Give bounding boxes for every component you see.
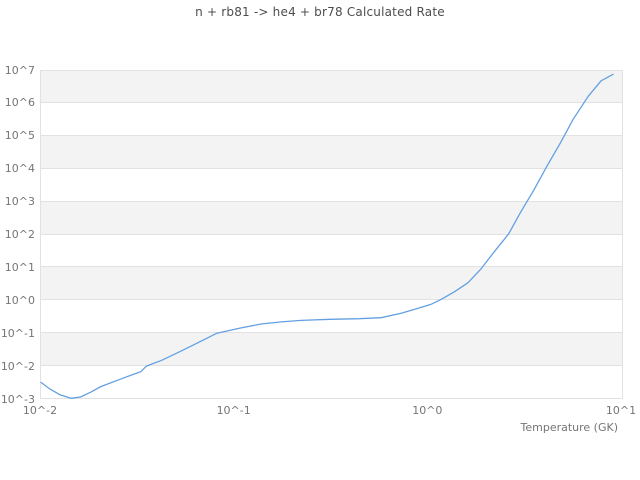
y-tick-label: 10^3 — [4, 195, 35, 209]
x-tick-label: 10^-1 — [216, 404, 251, 417]
decade-band — [41, 201, 622, 235]
y-tick-label: 10^7 — [4, 63, 35, 77]
y-gridline — [41, 168, 622, 169]
decade-band — [41, 333, 622, 367]
y-tick-label: 10^1 — [4, 260, 35, 274]
decade-band — [41, 70, 622, 103]
y-tick-label: 10^5 — [4, 129, 35, 143]
x-tick-label: 10^-2 — [22, 404, 58, 417]
y-gridline — [41, 70, 622, 71]
y-tick-label: 10^-2 — [0, 359, 35, 373]
decade-band — [41, 135, 622, 169]
y-gridline — [41, 332, 622, 333]
y-gridline — [41, 234, 622, 235]
chart-title: n + rb81 -> he4 + br78 Calculated Rate — [195, 5, 445, 19]
y-gridline — [41, 299, 622, 300]
y-gridline — [41, 135, 622, 136]
y-gridline — [41, 398, 622, 399]
y-tick-label: 10^-3 — [0, 392, 35, 406]
rate-curve — [40, 73, 614, 399]
y-gridline — [41, 102, 622, 103]
y-tick-label: 10^-1 — [0, 326, 35, 340]
y-tick-label: 10^6 — [4, 96, 35, 110]
y-tick-label: 10^2 — [4, 228, 35, 241]
x-tick-label: 10^1 — [605, 404, 637, 417]
y-tick-label: 10^0 — [4, 293, 35, 307]
rate-line — [40, 73, 614, 399]
y-tick-label: 10^4 — [4, 162, 35, 176]
decade-band — [41, 267, 622, 301]
y-gridline — [41, 201, 622, 202]
x-tick-label: 10^0 — [412, 404, 443, 417]
x-axis-title: Temperature (GK) — [520, 421, 619, 434]
y-gridline — [41, 365, 622, 366]
y-gridline — [41, 266, 622, 267]
plot-area — [40, 70, 623, 399]
